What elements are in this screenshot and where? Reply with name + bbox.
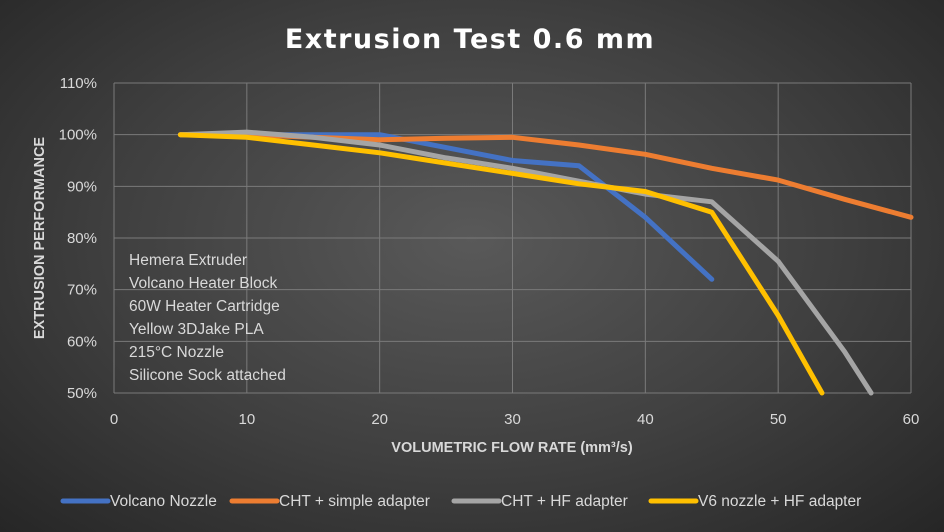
legend-item: V6 nozzle + HF adapter bbox=[648, 493, 861, 510]
legend-label: CHT + simple adapter bbox=[279, 493, 430, 510]
x-tick-label: 60 bbox=[903, 411, 920, 428]
legend-label: V6 nozzle + HF adapter bbox=[698, 493, 861, 510]
x-tick-label: 30 bbox=[504, 411, 521, 428]
x-tick-label: 10 bbox=[238, 411, 255, 428]
x-tick-label: 20 bbox=[371, 411, 388, 428]
annotation-line: Silicone Sock attached bbox=[129, 367, 286, 384]
x-tick-label: 50 bbox=[770, 411, 787, 428]
y-axis-label: EXTRUSION PERFORMANCE bbox=[32, 137, 48, 340]
y-axis-ticks: 50% 60% 70% 80% 90% 100% 110% bbox=[59, 75, 97, 402]
annotation-box: Hemera Extruder Volcano Heater Block 60W H… bbox=[129, 252, 286, 384]
legend-item: CHT + simple adapter bbox=[229, 493, 430, 510]
annotation-line: Volcano Heater Block bbox=[129, 275, 277, 292]
annotation-line: 215°C Nozzle bbox=[129, 344, 224, 361]
annotation-line: Hemera Extruder bbox=[129, 252, 247, 269]
y-tick-label: 110% bbox=[60, 75, 97, 92]
y-tick-label: 50% bbox=[67, 385, 97, 402]
legend-label: CHT + HF adapter bbox=[501, 493, 628, 510]
series-line bbox=[177, 132, 825, 396]
legend-label: Volcano Nozzle bbox=[110, 493, 217, 510]
y-tick-label: 70% bbox=[67, 282, 97, 299]
x-axis-ticks: 0 10 20 30 40 50 60 bbox=[110, 411, 920, 428]
series-lines bbox=[177, 129, 914, 396]
annotation-line: Yellow 3DJake PLA bbox=[129, 321, 264, 338]
series-line bbox=[177, 129, 874, 396]
x-tick-label: 0 bbox=[110, 411, 118, 428]
legend-item: Volcano Nozzle bbox=[60, 493, 217, 510]
annotation-line: 60W Heater Cartridge bbox=[129, 298, 280, 315]
legend: Volcano Nozzle CHT + simple adapter CHT + … bbox=[60, 493, 861, 510]
x-tick-label: 40 bbox=[637, 411, 654, 428]
legend-item: CHT + HF adapter bbox=[451, 493, 628, 510]
y-tick-label: 80% bbox=[67, 230, 97, 247]
y-tick-label: 60% bbox=[67, 333, 97, 350]
y-tick-label: 100% bbox=[59, 127, 97, 144]
x-axis-label: VOLUMETRIC FLOW RATE (mm³/s) bbox=[391, 440, 633, 456]
gridlines bbox=[113, 82, 912, 394]
y-tick-label: 90% bbox=[67, 178, 97, 195]
chart-title: Extrusion Test 0.6 mm bbox=[285, 24, 655, 55]
